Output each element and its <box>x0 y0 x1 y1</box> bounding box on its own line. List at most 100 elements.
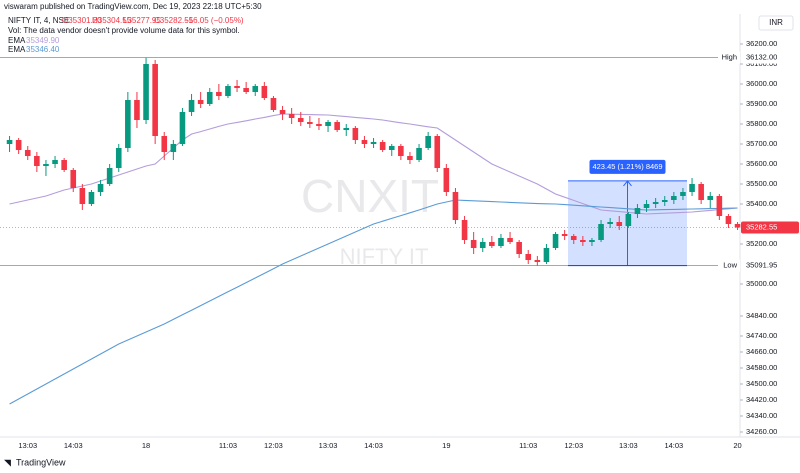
candle-body <box>607 222 613 224</box>
candle-body <box>170 144 177 152</box>
candle-body <box>152 64 158 136</box>
brand: TradingView <box>16 457 66 467</box>
ohlc-high: H35304.55 <box>92 16 132 25</box>
candle-body <box>698 184 704 200</box>
candle-body <box>115 148 122 168</box>
candle-body <box>716 196 723 216</box>
price-name-box <box>718 259 740 272</box>
candle-body <box>179 112 186 144</box>
candle-body <box>343 128 350 130</box>
candle-body <box>534 260 541 262</box>
candle-body <box>543 248 550 262</box>
candle-body <box>288 114 295 118</box>
candle-body <box>552 234 559 248</box>
x-tick-label: 18 <box>142 441 150 450</box>
watermark-name: NIFTY IT <box>340 244 429 269</box>
legend-name: EMA <box>8 36 26 45</box>
y-tick-label: 35200.00 <box>746 239 777 248</box>
candle-body <box>307 122 313 124</box>
candle-body <box>216 92 222 96</box>
candle-body <box>398 146 404 156</box>
candle-body <box>261 86 268 98</box>
brand-logo: ◥ <box>4 457 11 467</box>
candle-body <box>625 214 632 226</box>
candle-body <box>589 240 595 242</box>
y-tick-label: 35400.00 <box>746 199 777 208</box>
candle-body <box>598 224 604 240</box>
y-tick-label: 35900.00 <box>746 99 777 108</box>
candle-body <box>461 220 468 240</box>
candle-body <box>206 92 213 104</box>
candle-body <box>88 192 95 204</box>
ema-line <box>9 199 738 405</box>
candle-body <box>516 242 522 254</box>
candle-body <box>279 110 286 114</box>
y-tick-label: 36200.00 <box>746 39 777 48</box>
ohlc-close: C35282.55 <box>154 16 194 25</box>
y-tick-label: 36000.00 <box>746 79 777 88</box>
candle-body <box>79 188 86 204</box>
price-badge <box>741 259 799 272</box>
candle-body <box>725 216 732 224</box>
y-tick-label: 34840.00 <box>746 311 777 320</box>
candle-body <box>334 122 340 130</box>
candle-body <box>106 168 113 184</box>
candle-body <box>498 238 504 246</box>
candle-body <box>297 118 304 122</box>
currency[interactable]: INR <box>769 18 783 27</box>
candle-body <box>243 88 249 92</box>
y-tick-label: 34340.00 <box>746 411 777 420</box>
x-tick-label: 11:03 <box>219 441 237 450</box>
measure-label-box <box>589 159 666 174</box>
y-tick-label: 35000.00 <box>746 279 777 288</box>
y-tick-label: 35600.00 <box>746 159 777 168</box>
candle-body <box>489 242 495 246</box>
currency-box[interactable] <box>758 15 794 31</box>
candle-body <box>616 222 623 226</box>
price-name: High <box>722 53 737 62</box>
candle-body <box>97 184 104 192</box>
candle-body <box>707 196 714 200</box>
candle-body <box>43 164 49 166</box>
candle-body <box>188 100 195 112</box>
candle-body <box>270 98 277 110</box>
ohlc-low: L35277.95 <box>123 16 161 25</box>
x-tick-label: 13:03 <box>319 441 338 450</box>
candle-body <box>507 238 513 242</box>
legend-value: 35349.90 <box>26 36 60 45</box>
ohlc-change: −16.05 (−0.05%) <box>184 16 244 25</box>
measure-arrowhead <box>623 180 632 187</box>
candle-body <box>370 142 377 144</box>
candle-body <box>661 200 668 202</box>
candle-body <box>15 140 22 150</box>
candle-body <box>561 234 568 236</box>
legend-value: 35346.40 <box>26 45 60 54</box>
candle-body <box>34 156 40 166</box>
symbol: NIFTY IT, 4, NSE <box>8 16 69 25</box>
price-badge-label: 35091.95 <box>746 261 777 270</box>
price-name: Low <box>723 261 737 270</box>
x-tick-label: 12:03 <box>564 441 583 450</box>
candle-body <box>634 208 641 214</box>
candle-body <box>234 86 240 88</box>
y-tick-label: 34660.00 <box>746 347 777 356</box>
candle-body <box>643 204 650 208</box>
candle-body <box>425 136 431 148</box>
candle-body <box>434 136 441 168</box>
published-note: viswaram published on TradingView.com, D… <box>4 2 262 11</box>
candle-body <box>61 160 67 170</box>
candle-body <box>252 86 259 92</box>
candle-body <box>316 124 322 126</box>
candle-body <box>570 236 577 240</box>
candle-body <box>6 140 13 144</box>
price-badge <box>741 221 799 234</box>
candle-body <box>652 202 659 204</box>
candle-body <box>197 100 204 104</box>
candle-body <box>134 100 140 120</box>
candle-body <box>525 254 532 260</box>
candle-body <box>452 192 459 220</box>
candle-body <box>125 100 131 148</box>
candle-body <box>479 242 486 248</box>
candle-body <box>388 146 395 150</box>
